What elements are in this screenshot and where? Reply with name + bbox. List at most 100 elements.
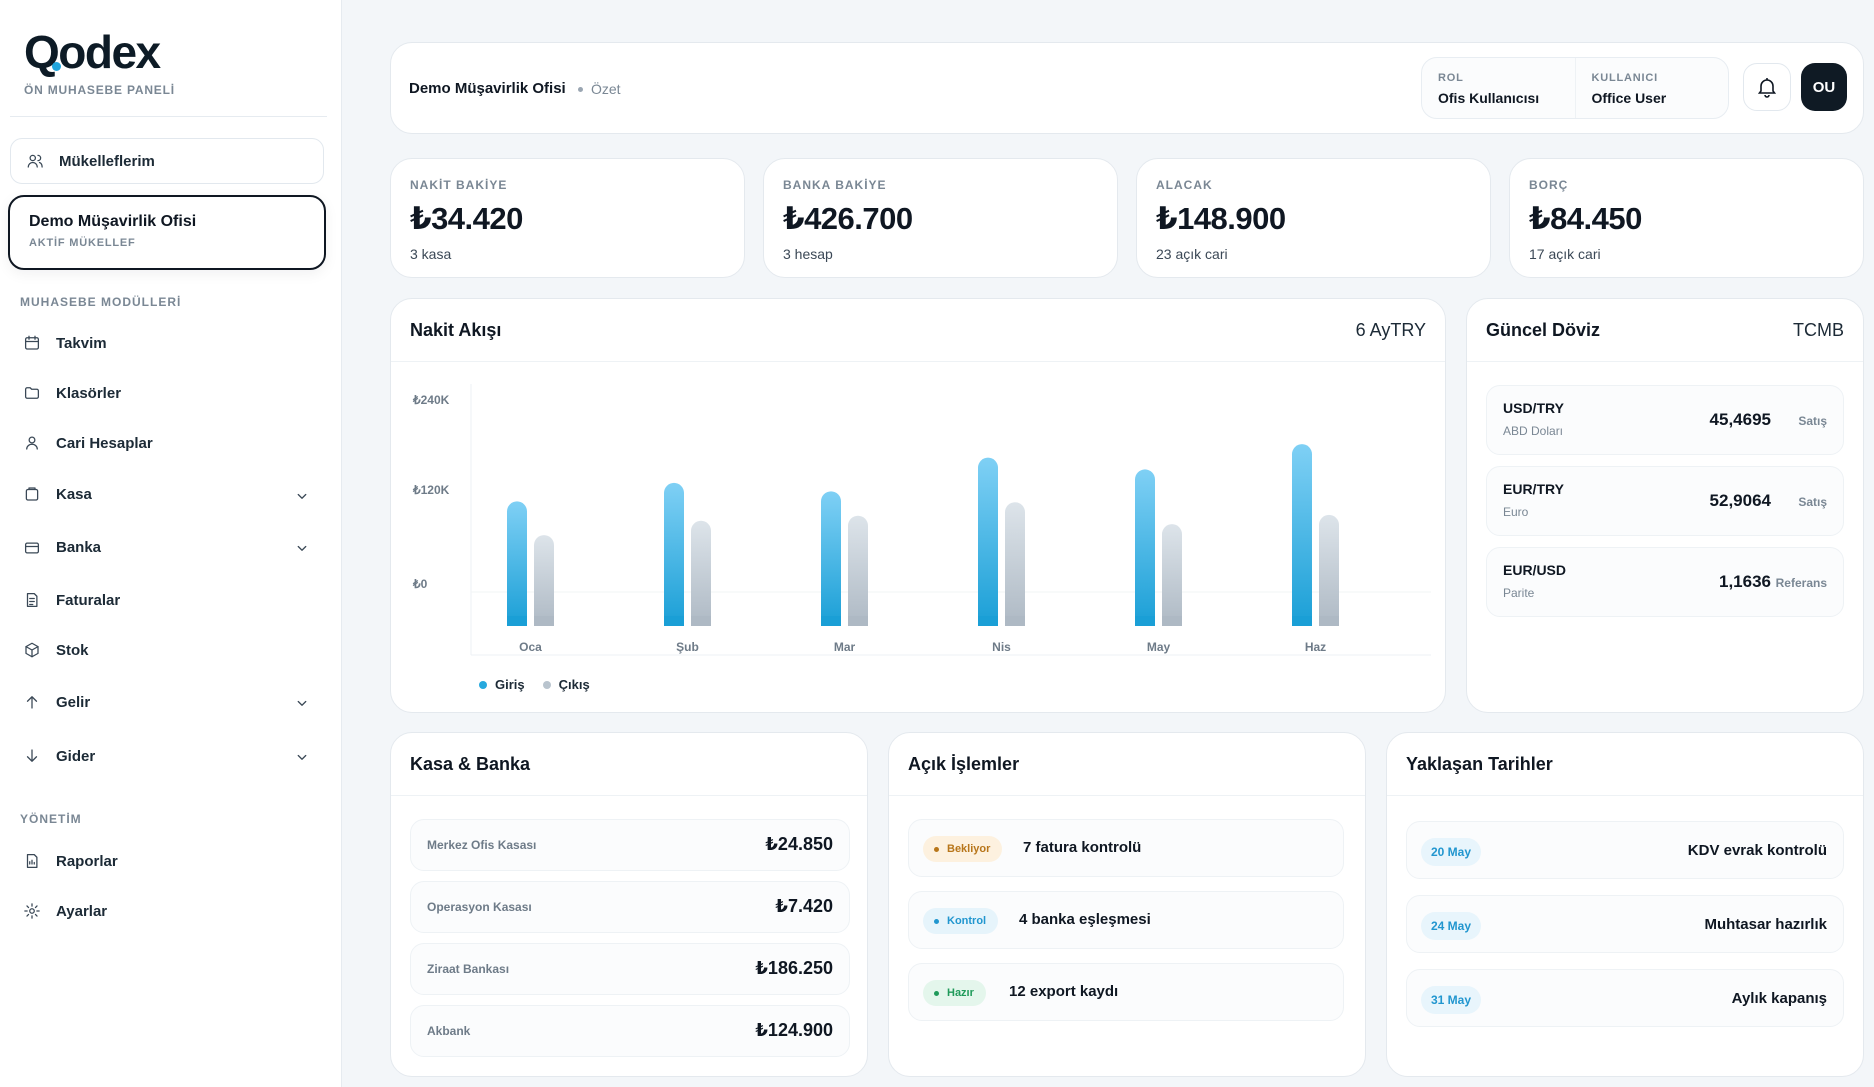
list-item[interactable]: 20 May KDV evrak kontrolü (1406, 821, 1844, 879)
box-icon (22, 640, 42, 660)
stat-label: BORÇ (1529, 178, 1569, 192)
legend-item-giris[interactable]: Giriş (479, 677, 525, 692)
sidebar-item-raporlar[interactable]: Raporlar (10, 836, 324, 886)
sidebar-item-label: Gider (56, 747, 96, 765)
card-header: Açık İşlemler (889, 733, 1365, 796)
sidebar-item-label: Banka (56, 539, 102, 556)
mukellefler-label: Mükelleflerim (59, 152, 155, 170)
stat-value: ₺84.450 (1529, 201, 1642, 236)
sidebar-item-stok[interactable]: Stok (10, 625, 324, 675)
date-badge: 24 May (1421, 912, 1482, 940)
sidebar-item-cari-hesaplar[interactable]: Cari Hesaplar (10, 418, 324, 468)
card-icon (22, 538, 42, 558)
bar-base (1135, 616, 1155, 626)
period-selector[interactable]: 6 AyTRY (1355, 319, 1426, 340)
chevron-down-icon[interactable] (292, 693, 312, 713)
sidebar: Qodex ÖN MUHASEBE PANELİ Mükelleflerim D… (0, 0, 342, 1087)
bell-icon (1757, 78, 1777, 98)
y-tick-label: ₺0 (412, 577, 428, 591)
sidebar-item-label: Cari Hesaplar (56, 434, 153, 452)
chevron-down-icon[interactable] (292, 538, 312, 558)
user-value: Office User (1591, 90, 1667, 106)
list-item[interactable]: Merkez Ofis Kasası ₺24.850 (410, 819, 850, 871)
fx-rate: 1,1636 (1719, 572, 1771, 591)
x-tick-label: Nis (992, 640, 1011, 654)
task-text: 4 banka eşleşmesi (1019, 911, 1151, 928)
active-taxpayer-card[interactable]: Demo Müşavirlik Ofisi AKTİF MÜKELLEF (8, 195, 326, 270)
fx-row[interactable]: EUR/USD Parite 1,1636 Referans (1486, 547, 1844, 617)
bar-base (821, 616, 841, 626)
sidebar-item-gelir[interactable]: Gelir (10, 675, 324, 729)
list-item[interactable]: Kontrol 4 banka eşleşmesi (908, 891, 1344, 949)
list-item[interactable]: 24 May Muhtasar hazırlık (1406, 895, 1844, 953)
cashbox-icon (22, 484, 42, 504)
role-label: ROL (1438, 72, 1464, 84)
account-name: Merkez Ofis Kasası (427, 838, 537, 852)
legend-item-cikis[interactable]: Çıkış (542, 677, 590, 692)
list-item[interactable]: Hazır 12 export kaydı (908, 963, 1344, 1021)
card-header: Kasa & Banka (391, 733, 867, 796)
date-badge: 31 May (1421, 986, 1482, 1014)
fx-kind: Satış (1798, 495, 1827, 509)
fx-card: Güncel Döviz TCMB USD/TRY ABD Doları 45,… (1466, 298, 1864, 713)
account-balance: ₺124.900 (755, 1020, 833, 1040)
bar-giriş (664, 482, 684, 626)
list-item[interactable]: 31 May Aylık kapanış (1406, 969, 1844, 1027)
upcoming-dates-card: Yaklaşan Tarihler 20 May KDV evrak kontr… (1386, 732, 1864, 1077)
sidebar-item-label: Kasa (56, 485, 92, 503)
chevron-down-icon[interactable] (292, 747, 312, 767)
bar-giriş (507, 501, 527, 626)
avatar[interactable]: OU (1801, 63, 1847, 111)
fx-row[interactable]: USD/TRY ABD Doları 45,4695 Satış (1486, 385, 1844, 455)
bar-base (1162, 616, 1182, 626)
sidebar-item-ayarlar[interactable]: Ayarlar (10, 886, 324, 936)
fx-rate: 52,9064 (1709, 491, 1771, 510)
bar-base (534, 616, 554, 626)
notifications-button[interactable] (1743, 63, 1791, 111)
fx-name: ABD Doları (1503, 424, 1564, 438)
brand-logo[interactable]: Qodex (24, 26, 161, 78)
legend-label: Çıkış (558, 677, 590, 692)
logo-dot (52, 62, 61, 71)
sidebar-item-label: Klasörler (56, 384, 122, 402)
bar-base (1319, 616, 1339, 626)
sidebar-item-label: Gelir (56, 693, 91, 711)
deadline-text: KDV evrak kontrolü (1687, 842, 1827, 859)
role-value: Ofis Kullanıcısı (1438, 90, 1540, 106)
list-item[interactable]: Akbank ₺124.900 (410, 1005, 850, 1057)
x-tick-label: Oca (519, 640, 542, 654)
open-tasks-card: Açık İşlemler Bekliyor 7 fatura kontrolü… (888, 732, 1366, 1077)
status-badge: Hazır (923, 980, 986, 1006)
x-tick-label: May (1147, 640, 1171, 654)
sidebar-item-kasa[interactable]: Kasa (10, 468, 324, 520)
list-item[interactable]: Bekliyor 7 fatura kontrolü (908, 819, 1344, 877)
fx-pair: USD/TRY (1503, 400, 1564, 416)
bar-base (664, 616, 684, 626)
arrow-up-icon (22, 692, 42, 712)
list-item[interactable]: Operasyon Kasası ₺7.420 (410, 881, 850, 933)
stat-sub: 17 açık cari (1529, 246, 1601, 262)
sidebar-item-banka[interactable]: Banka (10, 520, 324, 575)
x-tick-label: Şub (676, 640, 699, 654)
arrow-down-icon (22, 746, 42, 766)
sidebar-item-takvim[interactable]: Takvim (10, 318, 324, 368)
sidebar-item-label: Faturalar (56, 591, 121, 609)
user-info: KULLANICI Office User (1576, 58, 1729, 118)
page-title: Demo Müşavirlik Ofisi (409, 80, 566, 97)
fx-row[interactable]: EUR/TRY Euro 52,9064 Satış (1486, 466, 1844, 536)
account-balance: ₺186.250 (755, 958, 833, 978)
mukellefler-button[interactable]: Mükelleflerim (10, 138, 324, 184)
list-item[interactable]: Ziraat Bankası ₺186.250 (410, 943, 850, 995)
users-icon (25, 151, 45, 171)
sidebar-item-gider[interactable]: Gider (10, 729, 324, 783)
sidebar-item-klasorler[interactable]: Klasörler (10, 368, 324, 418)
account-name: Operasyon Kasası (427, 900, 532, 914)
brand-subtitle: ÖN MUHASEBE PANELİ (24, 83, 175, 97)
bar-base (691, 616, 711, 626)
legend-swatch (542, 680, 551, 689)
chevron-down-icon[interactable] (292, 486, 312, 506)
breadcrumb[interactable]: Özet (591, 81, 621, 97)
bar-giriş (821, 491, 841, 626)
bar-base (848, 616, 868, 626)
sidebar-item-faturalar[interactable]: Faturalar (10, 575, 324, 625)
